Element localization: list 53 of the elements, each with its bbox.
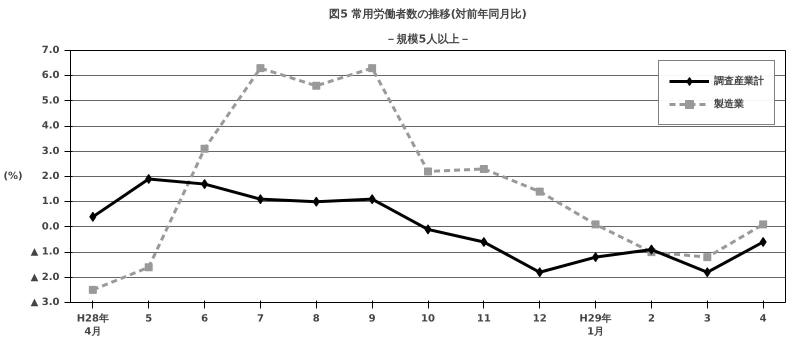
y-tick-label: ▲ 2.0 [30, 272, 60, 283]
point [89, 212, 96, 222]
x-tick-label: 7 [256, 314, 264, 324]
chart-title: 図5 常用労働者数の推移(対前年同月比) [329, 8, 527, 20]
x-tick-label: 8 [312, 314, 320, 324]
point [312, 196, 320, 207]
chart-subtitle: －規模5人以上－ [386, 32, 470, 46]
point [256, 194, 264, 204]
point [201, 179, 208, 190]
point [592, 220, 600, 228]
y-tick-label: 2.0 [42, 171, 60, 182]
x-tick-label: 9 [368, 314, 376, 324]
y-tick-label: 5.0 [42, 95, 60, 106]
point [312, 82, 320, 90]
y-tick-label: 3.0 [42, 146, 60, 157]
y-tick-label: 0.0 [42, 221, 60, 232]
point [200, 144, 209, 153]
point [144, 263, 153, 272]
point [368, 194, 376, 204]
y-tick-label: ▲ 1.0 [30, 246, 60, 258]
y-tick-label: ▲ 3.0 [30, 297, 60, 308]
x-tick-label: H28年 4月 [76, 312, 109, 338]
x-tick-label: H29年 1月 [579, 312, 612, 338]
x-tick-label: 6 [201, 314, 208, 324]
point [480, 164, 488, 173]
point [536, 267, 544, 278]
point [256, 64, 264, 72]
point [368, 64, 376, 72]
x-tick-label: 12 [532, 314, 547, 324]
point [760, 237, 767, 248]
point [703, 253, 712, 262]
point [145, 174, 152, 184]
x-tick-label: 2 [648, 314, 655, 324]
y-tick-label: 4.0 [42, 120, 60, 132]
y-tick-label: 7.0 [42, 45, 60, 56]
point [759, 220, 768, 228]
y-tick-label: 1.0 [42, 196, 60, 208]
x-tick-label: 11 [476, 314, 491, 324]
point [480, 237, 488, 248]
y-axis-title: (%) [3, 171, 23, 182]
point [88, 286, 97, 294]
point [536, 188, 544, 196]
point [648, 244, 655, 255]
y-tick-label: 6.0 [42, 70, 60, 82]
point [424, 167, 432, 176]
point [592, 252, 600, 262]
point [704, 267, 711, 278]
legend-label: 製造業 [714, 98, 744, 111]
legend-label: 調査産業計 [714, 74, 764, 88]
x-tick-label: 5 [145, 314, 152, 324]
x-tick-label: 3 [704, 314, 711, 324]
x-tick-label: 4 [760, 314, 767, 324]
x-tick-label: 10 [421, 314, 435, 324]
